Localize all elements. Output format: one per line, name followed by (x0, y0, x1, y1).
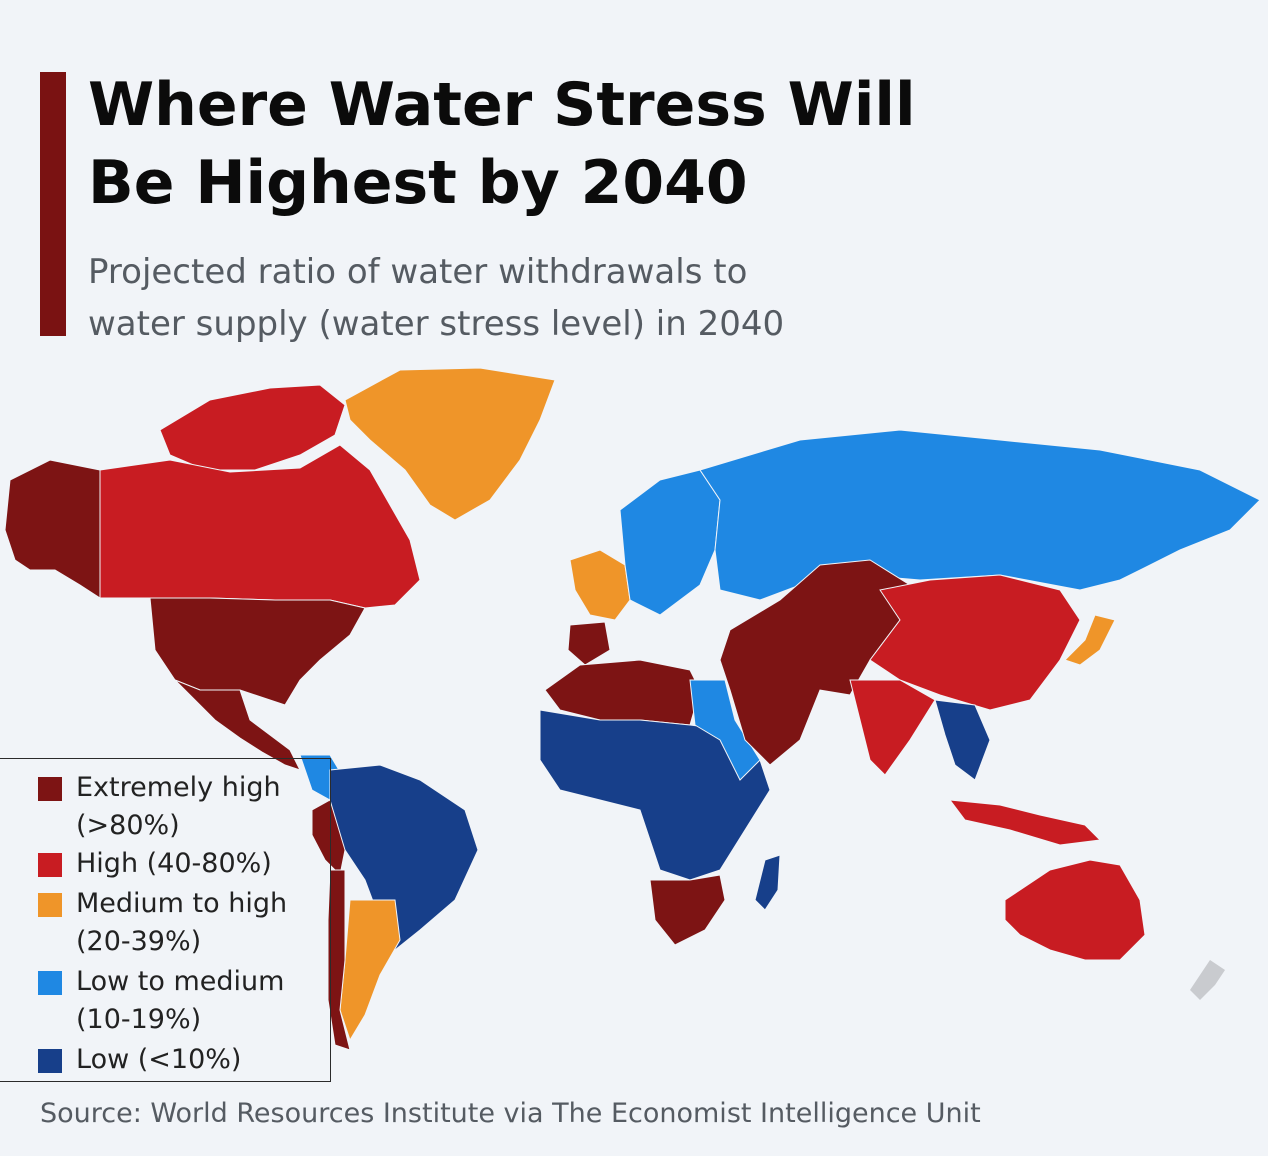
region-china (869, 574, 1081, 711)
region-east-africa (689, 679, 761, 781)
region-mexico (174, 679, 301, 771)
region-southern-africa (649, 874, 726, 946)
legend-swatch-extremely-high (38, 777, 62, 801)
region-iberia (567, 621, 611, 666)
region-middle-east (719, 559, 911, 766)
subtitle-line-1: Projected ratio of water withdrawals to (88, 252, 748, 292)
accent-bar (40, 72, 66, 336)
region-greenland (344, 367, 556, 521)
legend-label: Low to medium (10-19%) (76, 966, 285, 1035)
region-new-zealand (1190, 960, 1225, 1000)
region-australia (1004, 859, 1146, 961)
legend-label: Low (<10%) (76, 1044, 242, 1075)
legend-label: Extremely high (>80%) (76, 772, 281, 841)
region-indonesia (948, 799, 1102, 846)
legend: Extremely high (>80%) High (40-80%) Medi… (0, 758, 331, 1082)
legend-swatch-low (38, 1049, 62, 1073)
chart-subtitle: Projected ratio of water withdrawals to … (88, 246, 988, 350)
source-note: Source: World Resources Institute via Th… (40, 1098, 981, 1129)
legend-swatch-medium-to-high (38, 893, 62, 917)
region-japan (1064, 614, 1116, 666)
title-line-2: Be Highest by 2040 (88, 148, 748, 218)
region-western-europe (569, 549, 631, 621)
world-map (4, 367, 1261, 1051)
region-india (849, 679, 936, 776)
region-canada (99, 444, 421, 609)
region-usa (149, 597, 366, 706)
region-canada-islands (159, 384, 346, 471)
region-chile (327, 869, 351, 1051)
region-southeast-asia (934, 699, 991, 781)
subtitle-line-2: water supply (water stress level) in 204… (88, 304, 785, 344)
legend-label: High (40-80%) (76, 848, 272, 879)
region-alaska (4, 459, 101, 599)
legend-swatch-low-to-medium (38, 971, 62, 995)
title-line-1: Where Water Stress Will (88, 70, 916, 140)
region-madagascar (754, 854, 781, 911)
legend-label: Medium to high (20-39%) (76, 888, 288, 957)
region-europe (619, 469, 721, 616)
chart-title: Where Water Stress Will Be Highest by 20… (88, 66, 1088, 222)
region-argentina (339, 899, 401, 1042)
region-central-africa (539, 709, 771, 881)
legend-swatch-high (38, 853, 62, 877)
region-russia (699, 429, 1261, 601)
